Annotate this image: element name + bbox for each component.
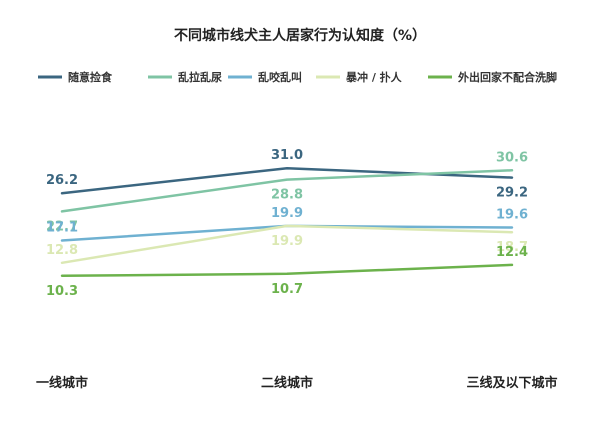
chart-title: 不同城市线犬主人居家行为认知度（%）: [174, 27, 426, 44]
data-label-s3-p2: 18.7: [496, 240, 528, 255]
series-line-1: [60, 169, 514, 213]
data-label-s2-p0: 17.1: [46, 220, 78, 235]
category-label-1: 二线城市: [261, 375, 313, 391]
data-label-s4-p1: 10.7: [271, 282, 303, 297]
series-line-4: [60, 263, 514, 278]
data-label-s0-p1: 31.0: [271, 148, 303, 163]
category-label-2: 三线及以下城市: [466, 375, 557, 391]
data-label-s0-p2: 29.2: [496, 186, 528, 201]
legend-label-0: 随意捡食: [68, 70, 113, 84]
data-label-s3-p1: 19.9: [271, 234, 303, 249]
data-label-s1-p0: 22.7: [46, 219, 78, 234]
data-labels: 26.2 31.0 29.2 22.7 28.8 30.6 17.1 19.9 19.6 12.8…: [46, 148, 528, 299]
data-label-s1-p1: 28.8: [271, 188, 303, 203]
legend-label-3: 暴冲 / 扑人: [345, 70, 403, 84]
category-label-0: 一线城市: [36, 375, 88, 391]
data-label-s3-p0: 12.8: [46, 243, 78, 258]
legend-label-1: 乱拉乱尿: [178, 70, 222, 84]
legend: 随意捡食 乱拉乱尿 乱咬乱叫 暴冲 / 扑人 外出回家不配合洗脚: [38, 70, 557, 84]
legend-label-2: 乱咬乱叫: [258, 70, 302, 84]
series-lines: [60, 166, 514, 278]
series-line-3: [60, 224, 514, 265]
data-label-s2-p2: 19.6: [496, 207, 528, 222]
data-label-s0-p0: 26.2: [46, 173, 78, 188]
data-label-s2-p1: 19.9: [271, 206, 303, 221]
category-labels: 一线城市 二线城市 三线及以下城市: [36, 375, 558, 391]
legend-label-4: 外出回家不配合洗脚: [457, 70, 557, 84]
data-label-s4-p2: 12.4: [496, 245, 528, 260]
data-label-s4-p0: 10.3: [46, 284, 78, 299]
data-label-s1-p2: 30.6: [496, 150, 528, 165]
